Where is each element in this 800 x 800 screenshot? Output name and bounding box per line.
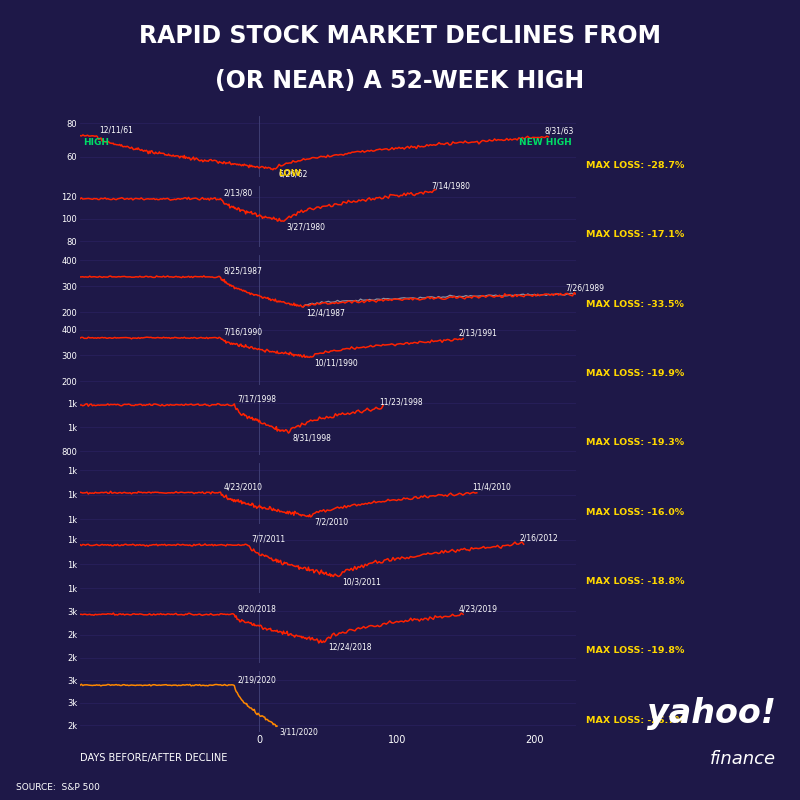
Text: 11/23/1998: 11/23/1998 (379, 398, 422, 406)
Text: 2/13/1991: 2/13/1991 (459, 329, 498, 338)
Text: 2/19/2020: 2/19/2020 (237, 675, 276, 684)
Text: NEW HIGH: NEW HIGH (519, 138, 572, 147)
Text: MAX LOSS: -16.0%: MAX LOSS: -16.0% (586, 508, 684, 517)
Text: SOURCE:  S&P 500: SOURCE: S&P 500 (16, 783, 100, 792)
Text: MAX LOSS: -17.1%: MAX LOSS: -17.1% (586, 230, 684, 239)
Text: MAX LOSS: -18.8%: MAX LOSS: -18.8% (586, 577, 685, 586)
Text: (OR NEAR) A 52-WEEK HIGH: (OR NEAR) A 52-WEEK HIGH (215, 69, 585, 93)
Text: 7/16/1990: 7/16/1990 (223, 327, 262, 337)
Text: 10/3/2011: 10/3/2011 (342, 578, 381, 586)
Text: finance: finance (710, 750, 776, 768)
Text: RAPID STOCK MARKET DECLINES FROM: RAPID STOCK MARKET DECLINES FROM (139, 24, 661, 48)
Text: 8/31/63: 8/31/63 (544, 127, 574, 136)
Text: MAX LOSS: -28.7%: MAX LOSS: -28.7% (586, 161, 684, 170)
Text: 7/2/2010: 7/2/2010 (314, 518, 348, 526)
Text: 7/17/1998: 7/17/1998 (237, 394, 276, 404)
Text: yahoo!: yahoo! (647, 697, 776, 730)
Text: MAX LOSS: -19.3%: MAX LOSS: -19.3% (586, 438, 684, 447)
Text: MAX LOSS: -26.7%: MAX LOSS: -26.7% (586, 716, 684, 725)
Text: 2/16/2012: 2/16/2012 (519, 533, 558, 542)
Text: 12/11/61: 12/11/61 (99, 126, 133, 135)
Text: 8/25/1987: 8/25/1987 (223, 266, 262, 275)
Text: MAX LOSS: -19.8%: MAX LOSS: -19.8% (586, 646, 684, 655)
Text: 3/27/1980: 3/27/1980 (286, 222, 326, 231)
Text: 12/4/1987: 12/4/1987 (306, 308, 345, 318)
Text: 7/14/1980: 7/14/1980 (431, 181, 470, 190)
Text: 10/11/1990: 10/11/1990 (314, 358, 358, 367)
Text: 9/20/2018: 9/20/2018 (237, 604, 276, 614)
Text: 4/23/2019: 4/23/2019 (459, 604, 498, 614)
Text: 7/26/1989: 7/26/1989 (565, 284, 604, 293)
Text: 2/13/80: 2/13/80 (223, 189, 253, 198)
Text: 7/7/2011: 7/7/2011 (251, 534, 285, 544)
Text: MAX LOSS: -33.5%: MAX LOSS: -33.5% (586, 300, 684, 309)
Text: MAX LOSS: -19.9%: MAX LOSS: -19.9% (586, 369, 684, 378)
Text: 11/4/2010: 11/4/2010 (473, 482, 511, 491)
Text: 4/23/2010: 4/23/2010 (223, 482, 262, 491)
Text: DAYS BEFORE/AFTER DECLINE: DAYS BEFORE/AFTER DECLINE (80, 754, 227, 763)
Text: 6/26/62: 6/26/62 (278, 170, 308, 178)
Text: 8/31/1998: 8/31/1998 (292, 434, 331, 442)
Text: 12/24/2018: 12/24/2018 (328, 642, 371, 651)
Text: HIGH: HIGH (82, 138, 109, 146)
Text: 3/11/2020: 3/11/2020 (280, 727, 318, 736)
Text: LOW: LOW (278, 169, 302, 178)
